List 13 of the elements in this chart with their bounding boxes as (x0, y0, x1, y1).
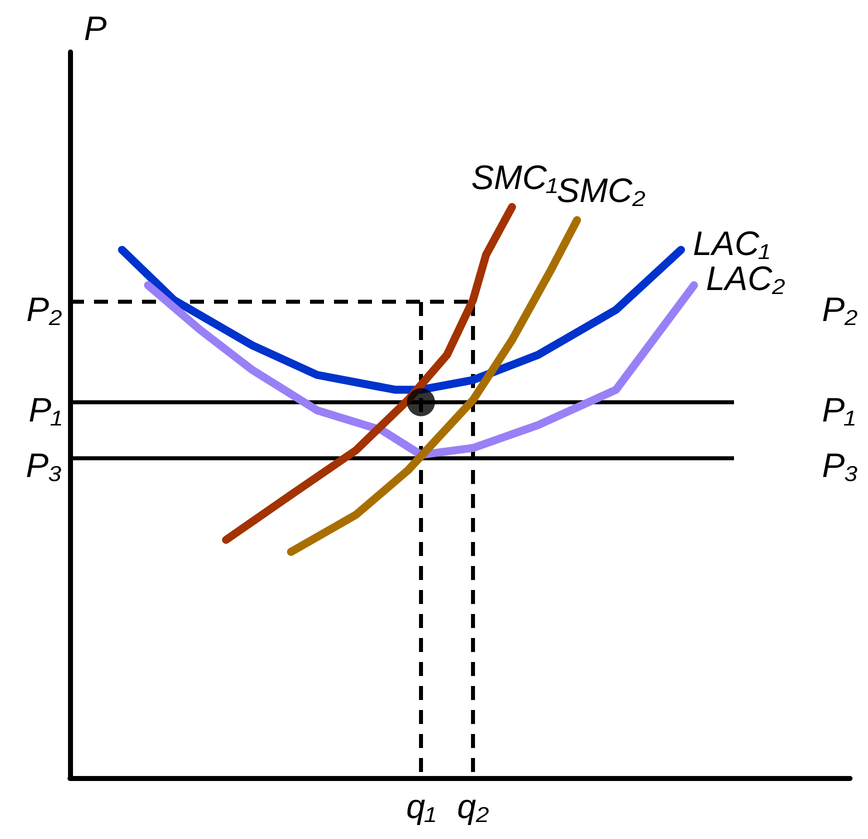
ref-line-label: P₃ (26, 447, 62, 486)
ref-line-label: P₂ (26, 290, 62, 329)
text: P₃ (822, 447, 858, 486)
x-tick-label: q₂ (457, 788, 489, 826)
series-label: SMC₁ (471, 159, 558, 197)
ref-line-label: P₁ (28, 391, 62, 430)
series-label: SMC₂ (556, 172, 646, 210)
x-tick-label: q₁ (406, 788, 436, 826)
y-axis-title: P (84, 10, 107, 48)
series-label: LAC₂ (706, 260, 786, 298)
text: P₁ (822, 391, 856, 430)
text: P₂ (822, 290, 858, 329)
series-label: LAC₁ (693, 224, 770, 263)
